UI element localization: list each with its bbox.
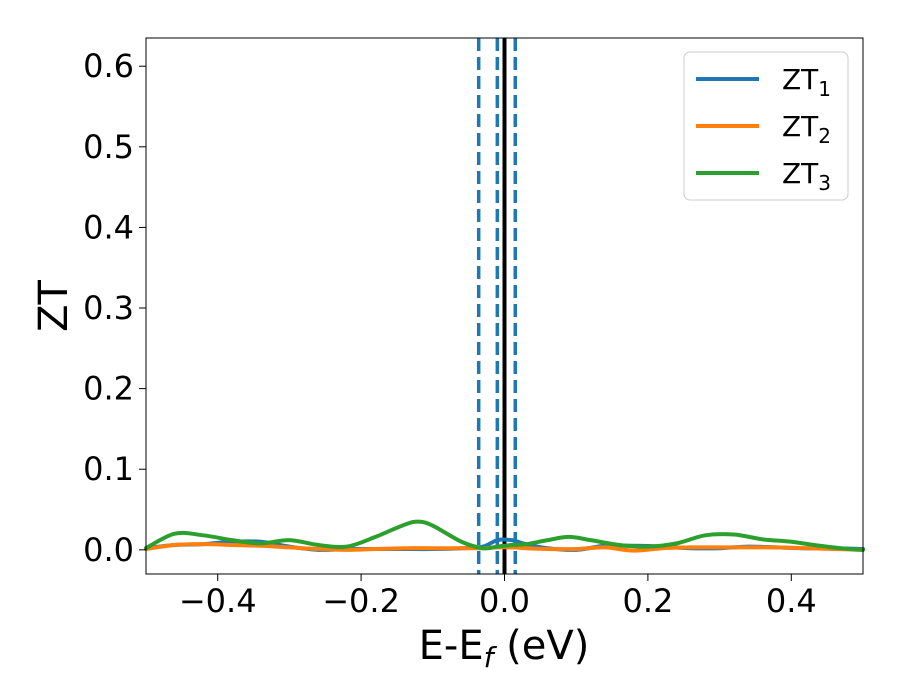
legend-label-subscript: 1 bbox=[818, 77, 831, 101]
y-axis: 0.0 0.1 0.2 0.3 0.4 0.5 0.6 bbox=[83, 47, 146, 569]
y-tick-label: 0.1 bbox=[83, 450, 134, 488]
legend-label-main: ZT bbox=[782, 110, 819, 143]
legend-label-main: ZT bbox=[782, 157, 819, 190]
y-axis-title: ZT bbox=[31, 280, 77, 332]
series-line-zt3 bbox=[144, 519, 865, 552]
legend-label-zt2: ZT2 bbox=[782, 110, 831, 148]
x-tick-label: −0.4 bbox=[179, 582, 257, 620]
x-axis-title: E-Ef (eV) bbox=[419, 623, 590, 674]
y-tick-label: 0.0 bbox=[83, 531, 134, 569]
legend-label-subscript: 2 bbox=[818, 124, 831, 148]
x-tick-label: 0.4 bbox=[766, 582, 817, 620]
x-tick-label: 0.0 bbox=[479, 582, 530, 620]
x-tick-label: 0.2 bbox=[622, 582, 673, 620]
series-group bbox=[144, 519, 865, 553]
y-tick-label: 0.5 bbox=[83, 128, 134, 166]
y-tick-label: 0.3 bbox=[83, 289, 134, 327]
x-axis-title-main: E-E bbox=[419, 623, 484, 669]
legend-label-zt1: ZT1 bbox=[782, 63, 831, 101]
x-axis: −0.4 −0.2 0.0 0.2 0.4 bbox=[179, 574, 817, 620]
y-tick-label: 0.4 bbox=[83, 208, 134, 246]
y-tick-label: 0.6 bbox=[83, 47, 134, 85]
legend-box bbox=[683, 51, 849, 201]
legend-label-zt3: ZT3 bbox=[782, 157, 831, 195]
legend-label-main: ZT bbox=[782, 63, 819, 96]
vertical-lines bbox=[476, 38, 518, 574]
x-axis-title-unit: (eV) bbox=[493, 623, 589, 669]
legend-label-subscript: 3 bbox=[818, 171, 831, 195]
x-tick-label: −0.2 bbox=[322, 582, 400, 620]
y-tick-label: 0.2 bbox=[83, 370, 134, 408]
